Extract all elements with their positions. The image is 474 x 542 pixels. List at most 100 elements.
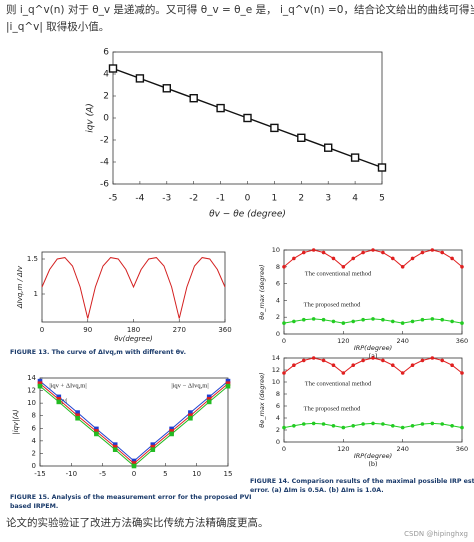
y-tick-label: 14 [272, 354, 280, 362]
marker [377, 163, 387, 172]
series-line [41, 257, 226, 319]
y-axis-label: iqv (A) [86, 103, 96, 133]
figure-caption: FIGURE 13. The curve of ΔIvq,m with diff… [10, 349, 186, 356]
series-line [39, 385, 229, 467]
marker [301, 422, 306, 426]
y-tick-label: 0 [276, 330, 280, 338]
x-tick-label: -4 [135, 194, 144, 204]
x-tick-label: 120 [337, 445, 349, 453]
x-tick-label: 15 [224, 470, 233, 478]
marker [440, 250, 445, 255]
marker [390, 319, 395, 324]
x-tick-label: -5 [109, 194, 118, 204]
y-tick-label: 6 [103, 48, 109, 58]
annotation: |iqv| [57, 397, 68, 404]
marker [112, 447, 118, 452]
y-tick-label: 10 [272, 378, 280, 386]
x-tick-label: -10 [66, 470, 77, 478]
marker [390, 256, 395, 261]
marker [321, 317, 326, 322]
marker [206, 399, 212, 405]
x-tick-label: 0 [282, 445, 286, 453]
marker [282, 425, 286, 430]
body-text: 论文的实验验证了改进方法确实比传统方法精确度更高。 [6, 516, 269, 529]
y-tick-label: 2 [32, 449, 36, 457]
marker [430, 248, 435, 252]
marker [381, 250, 385, 255]
marker [341, 321, 346, 325]
x-tick-label: 270 [173, 326, 186, 334]
marker [297, 133, 306, 143]
y-axis-label: θe_max (degree) [258, 264, 266, 319]
y-axis-label: θe_max (degree) [258, 372, 266, 427]
y-tick-label: 2 [103, 92, 109, 102]
marker [341, 425, 346, 430]
annotation: The conventional method [305, 270, 372, 277]
marker [301, 317, 306, 322]
plot-frame [39, 377, 229, 467]
y-tick-label: 6 [276, 280, 280, 288]
figure-caption: based IRPEM. [10, 503, 58, 510]
annotation: |iqv − ΔIvq,m| [171, 382, 208, 389]
y-tick-label: 0 [32, 462, 36, 470]
marker [390, 424, 395, 428]
x-tick-label: 240 [396, 445, 408, 453]
y-tick-label: -6 [100, 180, 109, 190]
series-line [39, 383, 229, 465]
figure-caption: error. (a) ΔIm is 0.5A. (b) ΔIm is 1.0A. [250, 487, 384, 494]
marker [301, 250, 306, 255]
marker [292, 424, 296, 428]
x-tick-label: -15 [34, 470, 45, 478]
marker [450, 424, 454, 428]
marker [189, 93, 198, 103]
marker [75, 415, 80, 421]
marker [292, 363, 296, 368]
marker [400, 321, 405, 325]
marker [108, 64, 118, 73]
x-tick-label: -3 [162, 194, 171, 204]
marker [361, 317, 365, 322]
marker [450, 363, 454, 368]
marker [311, 421, 316, 426]
x-tick-label: -1 [216, 194, 225, 204]
y-tick-label: 1 [34, 290, 38, 298]
marker [341, 371, 346, 375]
y-tick-label: 12 [272, 366, 280, 374]
x-tick-label: 360 [218, 326, 231, 334]
x-tick-label: 4 [352, 194, 358, 204]
y-tick-label: 4 [276, 414, 280, 422]
y-tick-label: 0 [276, 438, 280, 446]
figure-caption: FIGURE 15. Analysis of the measurement e… [10, 494, 252, 501]
marker [400, 371, 405, 375]
y-tick-label: 4 [103, 70, 109, 80]
y-tick-label: 6 [276, 402, 280, 410]
marker [410, 319, 415, 324]
marker [351, 424, 356, 428]
sub-label: (b) [368, 460, 377, 468]
marker [292, 256, 296, 261]
marker [324, 143, 333, 152]
marker [381, 422, 385, 426]
marker [371, 248, 375, 252]
marker [37, 383, 43, 389]
marker [420, 358, 425, 363]
y-tick-label: 12 [27, 387, 36, 395]
x-tick-label: 1 [272, 194, 278, 204]
marker [410, 363, 415, 368]
x-tick-label: 360 [456, 445, 468, 453]
marker [430, 317, 435, 321]
x-tick-label: 180 [127, 326, 140, 334]
figure-caption: FIGURE 14. Comparison results of the max… [250, 478, 474, 485]
x-axis-label: θv − θe (degree) [209, 210, 286, 220]
x-tick-label: 5 [379, 194, 385, 204]
marker [450, 319, 454, 324]
marker [371, 356, 375, 360]
marker [216, 103, 225, 113]
plot-frame [283, 249, 463, 335]
annotation: The proposed method [304, 405, 361, 412]
marker [351, 256, 356, 261]
marker [150, 447, 156, 452]
marker [381, 358, 385, 363]
marker [331, 319, 336, 324]
marker [243, 113, 252, 123]
